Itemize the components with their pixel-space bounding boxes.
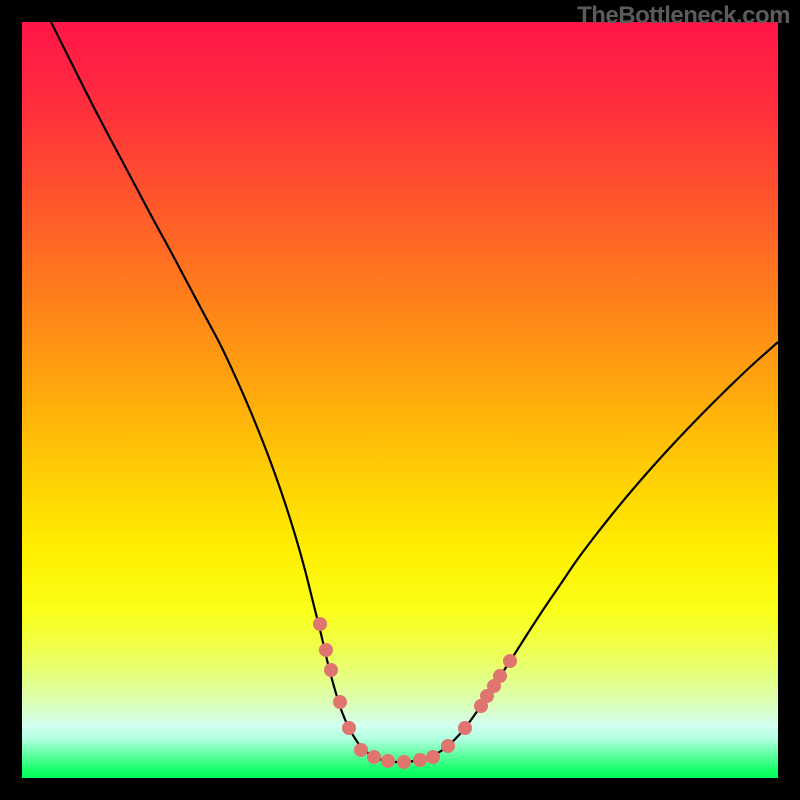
- watermark-text: TheBottleneck.com: [577, 2, 790, 30]
- frame-right: [778, 0, 800, 800]
- data-marker: [413, 753, 427, 767]
- data-marker: [367, 750, 381, 764]
- data-marker: [354, 743, 368, 757]
- data-marker: [458, 721, 472, 735]
- gradient-chart: [22, 22, 778, 778]
- data-marker: [333, 695, 347, 709]
- data-marker: [397, 755, 411, 769]
- data-marker: [313, 617, 327, 631]
- data-marker: [381, 754, 395, 768]
- data-marker: [441, 739, 455, 753]
- gradient-background: [22, 22, 778, 778]
- data-marker: [319, 643, 333, 657]
- data-marker: [493, 669, 507, 683]
- data-marker: [324, 663, 338, 677]
- frame-bottom: [0, 778, 800, 800]
- frame-left: [0, 0, 22, 800]
- data-marker: [503, 654, 517, 668]
- plot-area: [22, 22, 778, 778]
- data-marker: [342, 721, 356, 735]
- data-marker: [426, 750, 440, 764]
